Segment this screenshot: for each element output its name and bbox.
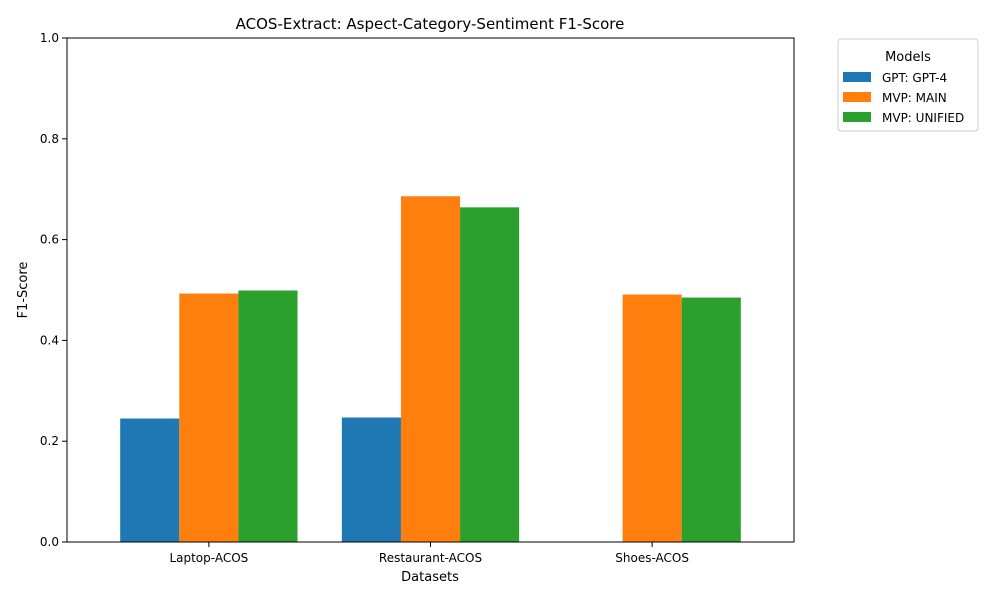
legend-label: GPT: GPT-4 — [882, 71, 947, 85]
bar — [120, 418, 180, 542]
bar — [179, 293, 239, 542]
legend-swatch — [843, 72, 871, 82]
legend-label: MVP: MAIN — [882, 91, 947, 105]
y-tick-label: 0.8 — [40, 132, 59, 146]
bar — [460, 207, 520, 542]
y-axis-label: F1-Score — [16, 262, 31, 319]
bar — [622, 294, 682, 542]
x-tick-label: Restaurant-ACOS — [379, 551, 482, 565]
legend-label: MVP: UNIFIED — [882, 111, 964, 125]
bar — [400, 196, 461, 542]
x-axis: Laptop-ACOS Restaurant-ACOS Shoes-ACOS — [169, 542, 689, 565]
y-tick-label: 1.0 — [40, 31, 59, 45]
y-tick-label: 0.0 — [40, 535, 59, 549]
x-axis-label: Datasets — [401, 570, 459, 585]
y-axis: 0.0 0.2 0.4 0.6 0.8 1.0 — [40, 31, 67, 549]
y-tick-label: 0.6 — [40, 233, 59, 247]
plot-frame — [66, 37, 795, 543]
bar — [681, 297, 741, 542]
legend-box — [837, 38, 979, 132]
y-tick-label: 0.2 — [40, 434, 59, 448]
legend-items: GPT: GPT-4 MVP: MAIN MVP: UNIFIED — [843, 71, 964, 125]
y-tick-label: 0.4 — [40, 333, 59, 347]
x-tick-label: Laptop-ACOS — [169, 551, 248, 565]
chart-title: ACOS-Extract: Aspect-Category-Sentiment … — [236, 15, 625, 33]
x-tick-label: Shoes-ACOS — [615, 551, 689, 565]
legend-swatch — [843, 112, 871, 122]
legend-title: Models — [885, 50, 931, 65]
bars-group — [120, 196, 741, 542]
legend-swatch — [843, 92, 871, 102]
bar — [238, 290, 298, 542]
legend: Models GPT: GPT-4 MVP: MAIN MVP: UNIFIED — [837, 38, 979, 132]
bar — [341, 417, 401, 542]
